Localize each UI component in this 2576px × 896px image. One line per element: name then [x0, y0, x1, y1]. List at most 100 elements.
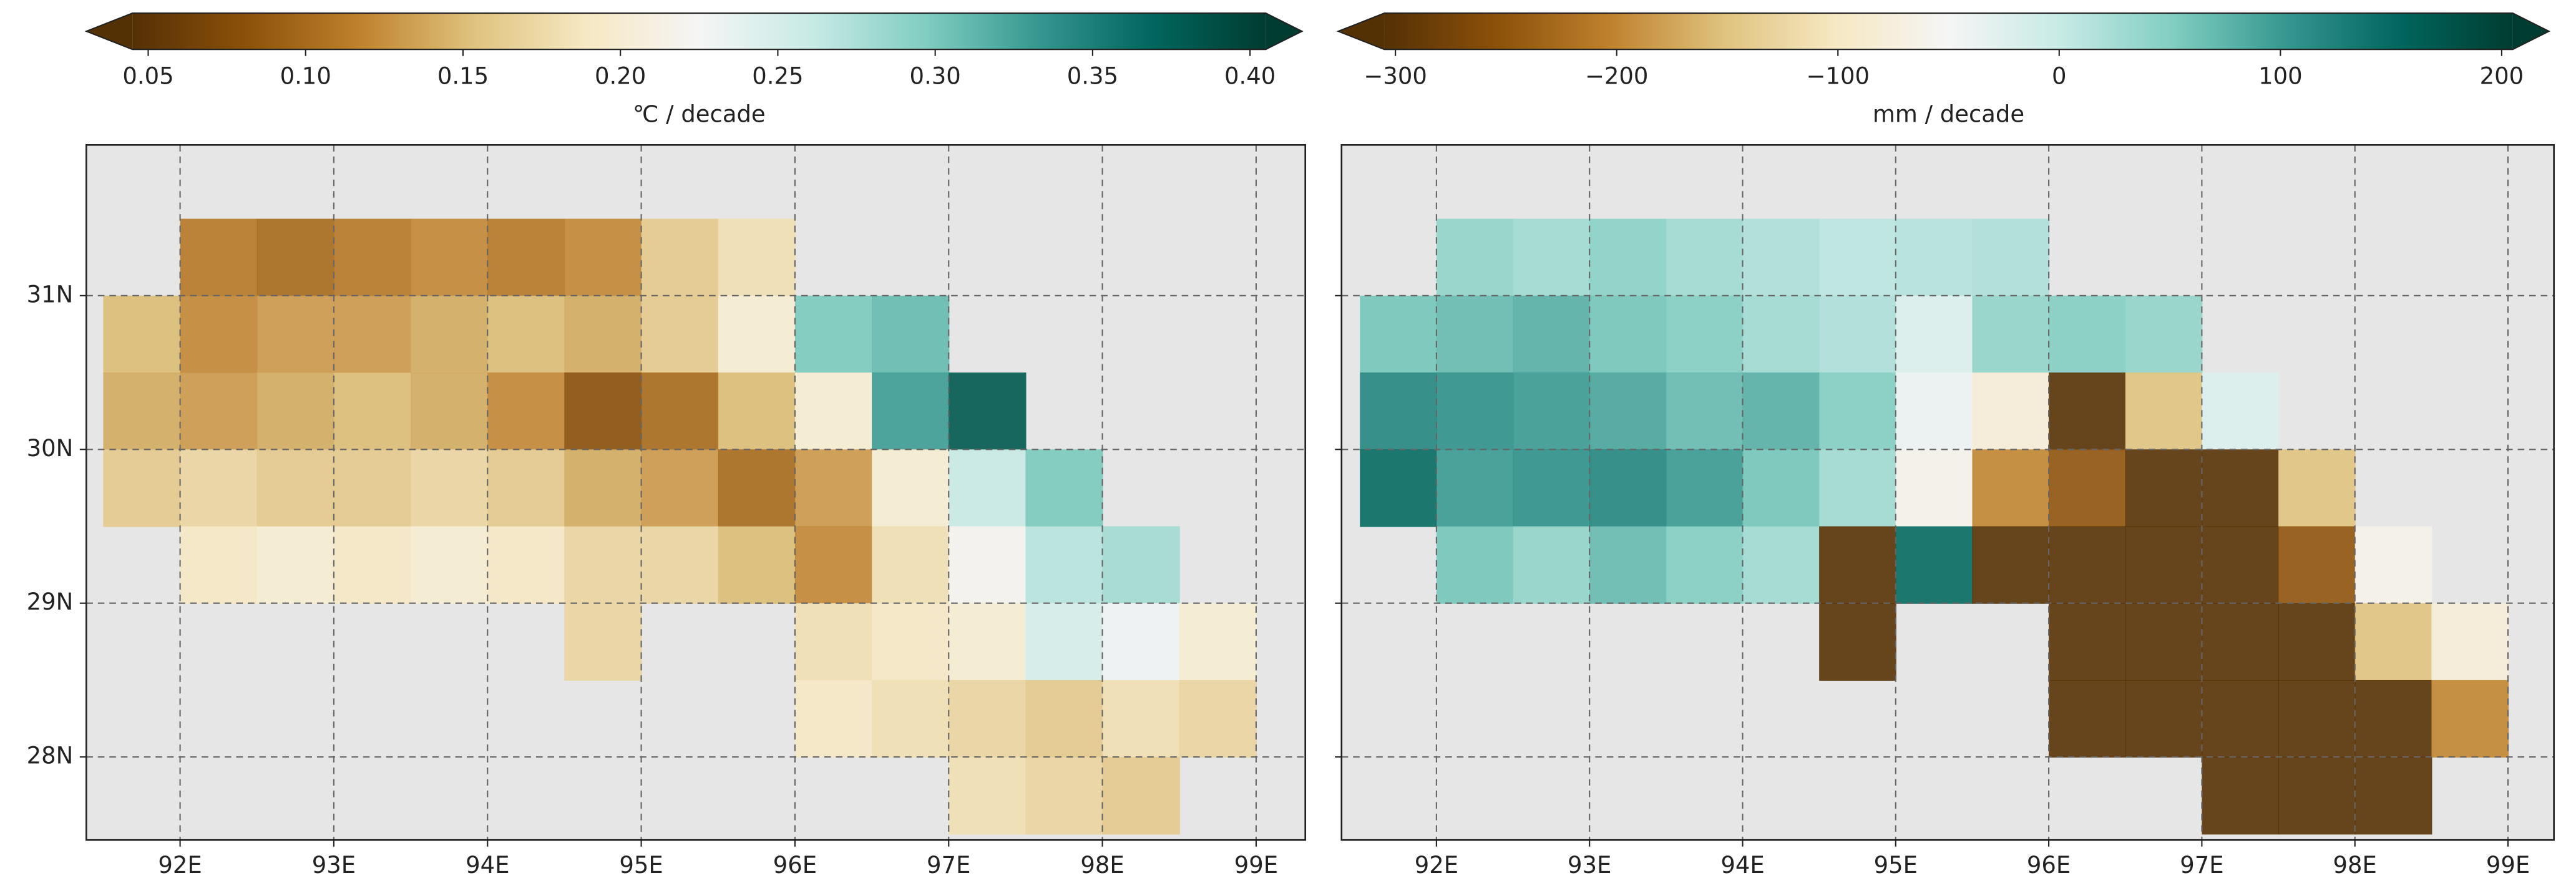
grid-cell [487, 526, 565, 604]
grid-cell [2278, 449, 2356, 527]
grid-cell [1102, 603, 1180, 681]
grid-cell [1102, 757, 1180, 835]
grid-cell [949, 526, 1027, 604]
colorbar-tick-label: −100 [1807, 63, 1870, 90]
grid-cell [180, 526, 258, 604]
grid-cell [2125, 449, 2203, 527]
grid-cell [1819, 603, 1896, 681]
grid-cell [794, 449, 873, 527]
grid-cell [641, 373, 719, 450]
grid-cell [2049, 526, 2126, 604]
colorbar-extend [2512, 13, 2549, 50]
grid-cell [103, 373, 181, 450]
grid-cell [2125, 373, 2203, 450]
y-tick-label: 30N [27, 435, 74, 462]
grid-cell [1436, 295, 1514, 374]
grid-cell [1360, 295, 1437, 374]
grid-cell [333, 373, 412, 450]
grid-cell [1589, 526, 1667, 604]
grid-cell [1972, 526, 2050, 604]
grid-cell [794, 526, 873, 604]
grid-cell [2202, 373, 2280, 450]
grid-cell [2049, 449, 2126, 527]
x-tick-label: 98E [1080, 852, 1124, 879]
grid-cell [1513, 295, 1591, 374]
grid-cell [2125, 679, 2203, 758]
grid-cell [872, 373, 950, 450]
grid-cell [487, 295, 565, 374]
colorbar-outline [1336, 12, 2551, 51]
grid-cell [2431, 679, 2509, 758]
grid-cell [1360, 373, 1437, 450]
grid-cell [564, 603, 642, 681]
colorbar-tick-label: 0.10 [280, 63, 331, 90]
grid-cell [1819, 295, 1896, 374]
grid-cell [487, 373, 565, 450]
grid-cell [1742, 373, 1820, 450]
grid-cell [1025, 603, 1103, 681]
grid-cell [2278, 679, 2356, 758]
grid-cell [333, 449, 412, 527]
grid-cell [1513, 218, 1591, 296]
grid-cell [2278, 526, 2356, 604]
grid-cell [1895, 526, 1973, 604]
grid-cell [256, 218, 334, 296]
grid-cell [1436, 373, 1514, 450]
grid-cell [1819, 526, 1896, 604]
grid-cell [180, 449, 258, 527]
grid-cell [1360, 449, 1437, 527]
grid-cell [1025, 757, 1103, 835]
grid-cell [1666, 373, 1744, 450]
grid-cell [333, 526, 412, 604]
grid-cell [333, 295, 412, 374]
grid-cell [564, 449, 642, 527]
grid-cell [1102, 679, 1180, 758]
x-tick-label: 94E [466, 852, 509, 879]
grid-cell [1972, 295, 2050, 374]
grid-cell [2202, 526, 2280, 604]
grid-cell [1513, 373, 1591, 450]
grid-cell [2202, 603, 2280, 681]
grid-cell [949, 373, 1027, 450]
grid-cell [1895, 449, 1973, 527]
grid-cell [333, 218, 412, 296]
grid-cell [1819, 218, 1896, 296]
x-tick-label: 92E [1415, 852, 1458, 879]
x-tick-label: 98E [2333, 852, 2377, 879]
x-tick-label: 99E [2486, 852, 2530, 879]
grid-cell [1179, 603, 1257, 681]
grid-cell [794, 295, 873, 374]
grid-cell [1025, 526, 1103, 604]
grid-cell [2354, 603, 2432, 681]
grid-cell [1666, 295, 1744, 374]
map-frame [85, 144, 1307, 841]
colorbar-tick-label: 0.20 [595, 63, 646, 90]
grid-cell [2354, 757, 2432, 835]
grid-cell [718, 373, 796, 450]
colorbar-tick-label: 0.40 [1224, 63, 1276, 90]
grid-cell [1742, 526, 1820, 604]
grid-cell [1819, 449, 1896, 527]
grid-cell [1819, 373, 1896, 450]
colorbar-extend [86, 13, 133, 50]
grid-cell [1972, 449, 2050, 527]
colorbar-tick-label: 0.35 [1067, 63, 1118, 90]
grid-cell [411, 218, 489, 296]
x-tick-label: 93E [312, 852, 356, 879]
grid-cell [641, 218, 719, 296]
grid-cell [1666, 218, 1744, 296]
colorbar-extend [1266, 13, 1302, 50]
grid-cell [1742, 295, 1820, 374]
grid-cell [718, 295, 796, 374]
grid-cell [256, 526, 334, 604]
colorbar-tick-label: 0.30 [910, 63, 961, 90]
grid-cell [1179, 679, 1257, 758]
grid-cell [1742, 218, 1820, 296]
grid-cell [2278, 603, 2356, 681]
grid-cell [256, 449, 334, 527]
x-tick-label: 96E [773, 852, 817, 879]
grid-cell [872, 449, 950, 527]
grid-cell [641, 526, 719, 604]
grid-cell [794, 373, 873, 450]
